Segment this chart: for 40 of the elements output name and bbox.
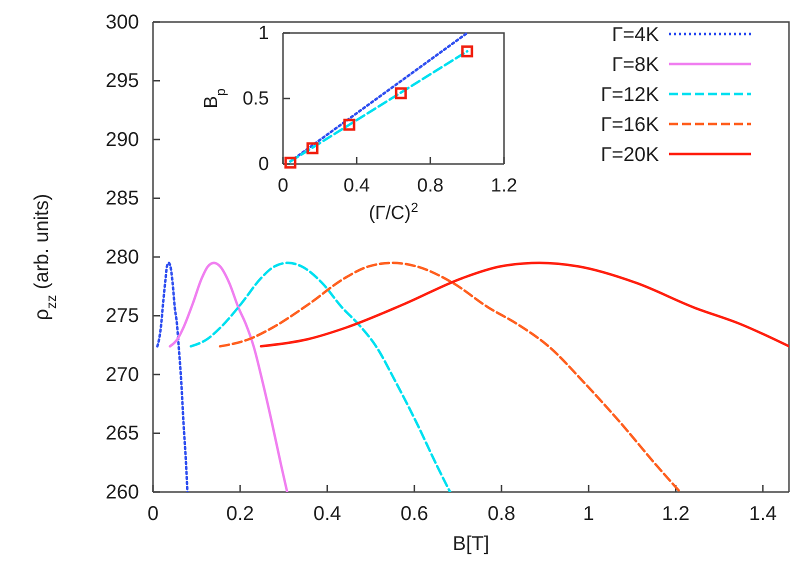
- y-tick-label: 280: [106, 246, 139, 268]
- x-tick-label: 0.4: [343, 175, 370, 196]
- x-tick-label: 1.2: [662, 503, 690, 526]
- y-tick-label: 300: [106, 11, 139, 34]
- legend-label: Γ=4K: [612, 24, 660, 46]
- point: [394, 87, 407, 100]
- y-tick-label: 260: [106, 481, 139, 504]
- x-axis-title: B[T]: [452, 533, 490, 555]
- line-series: [168, 262, 288, 492]
- y-tick-label: 265: [106, 422, 139, 445]
- y-tick-label: 285: [106, 188, 139, 210]
- x-tick-label: 1.2: [490, 175, 518, 196]
- x-tick-label: 0: [147, 503, 159, 526]
- point: [461, 45, 474, 58]
- x-tick-label: 1.4: [748, 503, 777, 526]
- y-tick-label: 1: [258, 23, 269, 44]
- x-tick-label: 0.8: [417, 175, 444, 196]
- x-tick-label: 0.4: [313, 503, 342, 526]
- legend-label: Γ=20K: [600, 144, 660, 166]
- y-tick-label: 0: [258, 154, 269, 176]
- x-axis-title: (Γ/C)$^{2}$: [368, 200, 418, 224]
- line-series: [218, 262, 682, 492]
- x-tick-label: 0.6: [400, 503, 428, 526]
- legend-label: Γ=12K: [600, 84, 660, 106]
- y-tick-label: 275: [106, 305, 139, 328]
- x-tick-label: 0: [278, 175, 288, 196]
- point: [306, 142, 318, 154]
- legend-label: Γ=16K: [600, 114, 660, 136]
- x-tick-label: 0.8: [488, 503, 516, 526]
- line-series: [190, 262, 452, 492]
- line-series: [156, 262, 189, 492]
- x-tick-label: 1: [583, 503, 594, 526]
- y-tick-label: 290: [106, 128, 139, 151]
- y-tick-label: 270: [106, 364, 139, 386]
- legend-label: Γ=8K: [612, 54, 660, 76]
- line-series: [260, 262, 789, 348]
- point: [343, 118, 356, 131]
- y-tick-label: 295: [106, 70, 139, 92]
- y-tick-label: 0.5: [242, 88, 269, 110]
- x-tick-label: 0.2: [226, 503, 254, 526]
